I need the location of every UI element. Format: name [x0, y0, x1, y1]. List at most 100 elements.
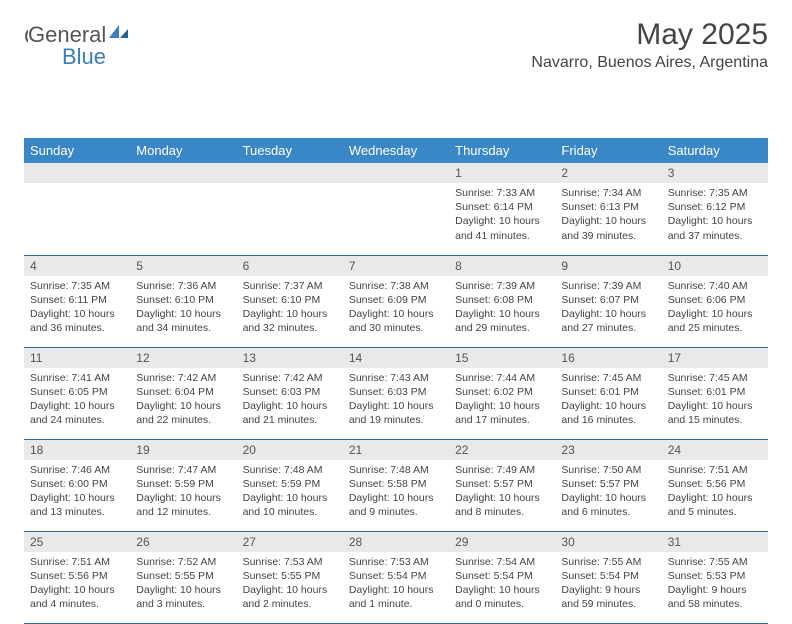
week-row: 18Sunrise: 7:46 AMSunset: 6:00 PMDayligh… [24, 439, 768, 531]
day-cell: 26Sunrise: 7:52 AMSunset: 5:55 PMDayligh… [130, 531, 236, 623]
day-details: Sunrise: 7:47 AMSunset: 5:59 PMDaylight:… [130, 460, 236, 524]
day-details: Sunrise: 7:54 AMSunset: 5:54 PMDaylight:… [449, 552, 555, 616]
day-number: 17 [662, 348, 768, 368]
day-number: 29 [449, 532, 555, 552]
day-details: Sunrise: 7:46 AMSunset: 6:00 PMDaylight:… [24, 460, 130, 524]
day-details: Sunrise: 7:45 AMSunset: 6:01 PMDaylight:… [662, 368, 768, 432]
day-number: 25 [24, 532, 130, 552]
day-cell: 2Sunrise: 7:34 AMSunset: 6:13 PMDaylight… [555, 163, 661, 255]
day-cell [130, 163, 236, 255]
day-cell: 10Sunrise: 7:40 AMSunset: 6:06 PMDayligh… [662, 255, 768, 347]
day-details: Sunrise: 7:50 AMSunset: 5:57 PMDaylight:… [555, 460, 661, 524]
week-row: 25Sunrise: 7:51 AMSunset: 5:56 PMDayligh… [24, 531, 768, 623]
weekday-header-row: SundayMondayTuesdayWednesdayThursdayFrid… [24, 138, 768, 163]
day-details: Sunrise: 7:38 AMSunset: 6:09 PMDaylight:… [343, 276, 449, 340]
day-details: Sunrise: 7:49 AMSunset: 5:57 PMDaylight:… [449, 460, 555, 524]
day-details: Sunrise: 7:42 AMSunset: 6:04 PMDaylight:… [130, 368, 236, 432]
day-cell: 28Sunrise: 7:53 AMSunset: 5:54 PMDayligh… [343, 531, 449, 623]
day-number: 26 [130, 532, 236, 552]
day-details: Sunrise: 7:35 AMSunset: 6:12 PMDaylight:… [662, 183, 768, 247]
week-row: 4Sunrise: 7:35 AMSunset: 6:11 PMDaylight… [24, 255, 768, 347]
day-number: 3 [662, 163, 768, 183]
day-number: 7 [343, 256, 449, 276]
day-cell: 21Sunrise: 7:48 AMSunset: 5:58 PMDayligh… [343, 439, 449, 531]
day-details: Sunrise: 7:55 AMSunset: 5:53 PMDaylight:… [662, 552, 768, 616]
day-cell: 5Sunrise: 7:36 AMSunset: 6:10 PMDaylight… [130, 255, 236, 347]
day-number: 6 [237, 256, 343, 276]
logo-sail-icon [106, 22, 130, 47]
location: Navarro, Buenos Aires, Argentina [531, 54, 768, 72]
day-number: 21 [343, 440, 449, 460]
day-cell: 6Sunrise: 7:37 AMSunset: 6:10 PMDaylight… [237, 255, 343, 347]
day-cell: 19Sunrise: 7:47 AMSunset: 5:59 PMDayligh… [130, 439, 236, 531]
day-details: Sunrise: 7:36 AMSunset: 6:10 PMDaylight:… [130, 276, 236, 340]
day-number: 11 [24, 348, 130, 368]
day-number: 13 [237, 348, 343, 368]
day-number: 27 [237, 532, 343, 552]
day-details: Sunrise: 7:53 AMSunset: 5:55 PMDaylight:… [237, 552, 343, 616]
day-details: Sunrise: 7:41 AMSunset: 6:05 PMDaylight:… [24, 368, 130, 432]
day-cell: 4Sunrise: 7:35 AMSunset: 6:11 PMDaylight… [24, 255, 130, 347]
day-details: Sunrise: 7:39 AMSunset: 6:08 PMDaylight:… [449, 276, 555, 340]
title-block: May 2025 Navarro, Buenos Aires, Argentin… [531, 18, 768, 72]
calendar-table: SundayMondayTuesdayWednesdayThursdayFrid… [24, 138, 768, 624]
day-details: Sunrise: 7:37 AMSunset: 6:10 PMDaylight:… [237, 276, 343, 340]
day-number: 5 [130, 256, 236, 276]
day-details: Sunrise: 7:48 AMSunset: 5:59 PMDaylight:… [237, 460, 343, 524]
day-number: 14 [343, 348, 449, 368]
day-number: 22 [449, 440, 555, 460]
day-number: 8 [449, 256, 555, 276]
day-cell: 12Sunrise: 7:42 AMSunset: 6:04 PMDayligh… [130, 347, 236, 439]
weekday-monday: Monday [130, 138, 236, 163]
logo-blue: Blue [62, 44, 168, 70]
weekday-tuesday: Tuesday [237, 138, 343, 163]
day-cell: 9Sunrise: 7:39 AMSunset: 6:07 PMDaylight… [555, 255, 661, 347]
day-cell: 31Sunrise: 7:55 AMSunset: 5:53 PMDayligh… [662, 531, 768, 623]
day-number: 18 [24, 440, 130, 460]
day-cell: 20Sunrise: 7:48 AMSunset: 5:59 PMDayligh… [237, 439, 343, 531]
day-number: 23 [555, 440, 661, 460]
day-details: Sunrise: 7:33 AMSunset: 6:14 PMDaylight:… [449, 183, 555, 247]
day-details: Sunrise: 7:42 AMSunset: 6:03 PMDaylight:… [237, 368, 343, 432]
calendar-body: 1Sunrise: 7:33 AMSunset: 6:14 PMDaylight… [24, 163, 768, 623]
day-details: Sunrise: 7:40 AMSunset: 6:06 PMDaylight:… [662, 276, 768, 340]
day-details: Sunrise: 7:52 AMSunset: 5:55 PMDaylight:… [130, 552, 236, 616]
day-details: Sunrise: 7:39 AMSunset: 6:07 PMDaylight:… [555, 276, 661, 340]
day-number: 9 [555, 256, 661, 276]
day-cell: 18Sunrise: 7:46 AMSunset: 6:00 PMDayligh… [24, 439, 130, 531]
day-cell: 8Sunrise: 7:39 AMSunset: 6:08 PMDaylight… [449, 255, 555, 347]
day-number: 12 [130, 348, 236, 368]
day-cell: 29Sunrise: 7:54 AMSunset: 5:54 PMDayligh… [449, 531, 555, 623]
day-details: Sunrise: 7:53 AMSunset: 5:54 PMDaylight:… [343, 552, 449, 616]
weekday-friday: Friday [555, 138, 661, 163]
day-number: 31 [662, 532, 768, 552]
day-cell: 1Sunrise: 7:33 AMSunset: 6:14 PMDaylight… [449, 163, 555, 255]
logo-overlay: General Blue [28, 22, 168, 68]
day-number: 10 [662, 256, 768, 276]
day-details: Sunrise: 7:55 AMSunset: 5:54 PMDaylight:… [555, 552, 661, 616]
day-cell: 24Sunrise: 7:51 AMSunset: 5:56 PMDayligh… [662, 439, 768, 531]
weekday-wednesday: Wednesday [343, 138, 449, 163]
day-cell: 22Sunrise: 7:49 AMSunset: 5:57 PMDayligh… [449, 439, 555, 531]
day-number: 2 [555, 163, 661, 183]
day-details: Sunrise: 7:51 AMSunset: 5:56 PMDaylight:… [662, 460, 768, 524]
day-number: 16 [555, 348, 661, 368]
day-cell: 30Sunrise: 7:55 AMSunset: 5:54 PMDayligh… [555, 531, 661, 623]
day-cell: 25Sunrise: 7:51 AMSunset: 5:56 PMDayligh… [24, 531, 130, 623]
day-cell: 7Sunrise: 7:38 AMSunset: 6:09 PMDaylight… [343, 255, 449, 347]
weekday-sunday: Sunday [24, 138, 130, 163]
day-details: Sunrise: 7:34 AMSunset: 6:13 PMDaylight:… [555, 183, 661, 247]
day-number: 24 [662, 440, 768, 460]
logo-blue-row: General [24, 75, 768, 130]
week-row: 11Sunrise: 7:41 AMSunset: 6:05 PMDayligh… [24, 347, 768, 439]
day-cell: 11Sunrise: 7:41 AMSunset: 6:05 PMDayligh… [24, 347, 130, 439]
day-cell: 17Sunrise: 7:45 AMSunset: 6:01 PMDayligh… [662, 347, 768, 439]
day-cell: 13Sunrise: 7:42 AMSunset: 6:03 PMDayligh… [237, 347, 343, 439]
day-number: 19 [130, 440, 236, 460]
day-details: Sunrise: 7:35 AMSunset: 6:11 PMDaylight:… [24, 276, 130, 340]
weekday-saturday: Saturday [662, 138, 768, 163]
day-cell: 23Sunrise: 7:50 AMSunset: 5:57 PMDayligh… [555, 439, 661, 531]
day-cell [24, 163, 130, 255]
month-title: May 2025 [531, 18, 768, 52]
day-number: 20 [237, 440, 343, 460]
